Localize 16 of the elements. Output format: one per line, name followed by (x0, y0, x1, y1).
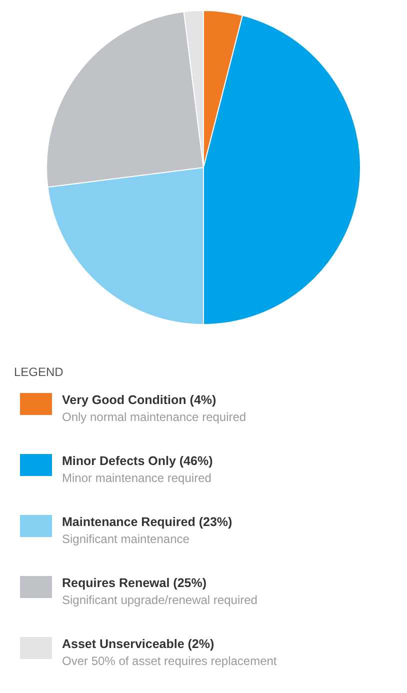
text: Over 50% of asset requires replacement (62, 654, 277, 668)
data-label: (4%) (188, 393, 216, 407)
data-label: (23%) (198, 515, 232, 529)
legend-label: Requires Renewal (62, 576, 170, 590)
text: Only normal maintenance required (62, 410, 246, 424)
legend-label: Asset Unserviceable (62, 637, 184, 651)
text: Minor maintenance required (62, 471, 212, 485)
data-label: (25%) (172, 576, 207, 590)
legend-label: Maintenance Required (62, 515, 196, 529)
data-label: (46%) (178, 454, 213, 468)
text: Significant upgrade/renewal required (62, 593, 258, 607)
text: Significant maintenance (62, 532, 190, 546)
legend-title: LEGEND (14, 365, 64, 379)
legend-label: Very Good Condition (62, 393, 186, 407)
data-label: (2%) (186, 637, 214, 651)
legend-label: Minor Defects Only (62, 454, 176, 468)
